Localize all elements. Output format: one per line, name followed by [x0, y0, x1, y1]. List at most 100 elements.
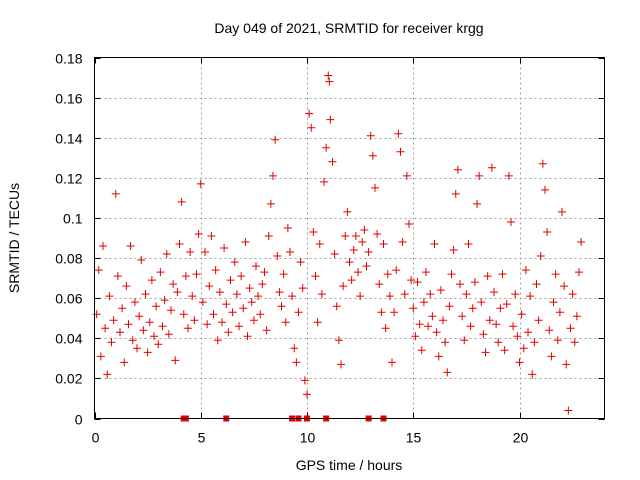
data-point	[464, 240, 473, 249]
y-tick-label: 0.12	[55, 171, 82, 187]
data-point	[477, 298, 486, 307]
data-point	[530, 338, 539, 347]
data-point	[239, 304, 248, 313]
data-point	[245, 284, 254, 293]
data-point	[481, 348, 490, 357]
data-point	[188, 292, 197, 301]
data-point	[460, 336, 469, 345]
data-point	[124, 320, 133, 329]
data-point	[383, 270, 392, 279]
data-point	[177, 197, 186, 206]
data-point	[203, 320, 212, 329]
data-point	[145, 318, 154, 327]
data-point	[413, 278, 422, 287]
data-point	[283, 223, 292, 232]
data-point	[307, 123, 316, 132]
x-tick-label: 10	[300, 430, 316, 446]
data-point	[313, 318, 322, 327]
data-point	[334, 336, 343, 345]
data-point	[379, 240, 388, 249]
data-point	[209, 310, 218, 319]
data-point	[409, 304, 418, 313]
data-point	[339, 282, 348, 291]
y-axis-label: SRMTID / TECUs	[6, 183, 22, 293]
data-point	[171, 356, 180, 365]
data-point	[109, 316, 118, 325]
data-point	[381, 324, 390, 333]
data-point	[572, 312, 581, 321]
data-point	[269, 171, 277, 180]
data-point	[207, 231, 216, 240]
y-tick-label: 0.02	[55, 371, 82, 387]
data-point	[275, 288, 284, 297]
data-point	[226, 276, 235, 285]
data-point	[139, 326, 148, 335]
data-point	[543, 227, 552, 236]
data-point	[407, 276, 416, 285]
data-point	[364, 248, 373, 257]
data-point	[230, 258, 239, 267]
data-point	[113, 272, 122, 281]
data-point	[179, 310, 188, 319]
data-point	[354, 268, 362, 277]
data-point	[411, 332, 420, 341]
y-tick-label: 0.08	[55, 251, 82, 267]
data-point	[309, 227, 318, 236]
data-point	[317, 290, 326, 299]
data-point	[292, 358, 301, 367]
data-point	[181, 272, 190, 281]
data-point	[445, 302, 454, 311]
chart-title: Day 049 of 2021, SRMTID for receiver krg…	[214, 20, 483, 36]
data-point	[322, 143, 331, 152]
data-point	[422, 268, 430, 277]
data-point	[286, 248, 294, 257]
data-point	[118, 304, 127, 313]
data-point	[424, 322, 433, 331]
data-point	[466, 322, 475, 331]
data-point	[479, 330, 488, 339]
data-point	[262, 326, 271, 335]
data-point	[345, 258, 354, 267]
data-point	[385, 292, 394, 301]
data-point	[470, 278, 479, 287]
y-tick-label: 0.18	[55, 51, 82, 67]
data-point	[266, 199, 275, 208]
data-point	[362, 262, 371, 271]
data-point	[566, 324, 575, 333]
data-point	[311, 272, 320, 281]
y-tick-label: 0.06	[55, 291, 82, 307]
data-point	[534, 316, 543, 325]
data-point	[164, 330, 173, 339]
data-point	[169, 280, 178, 289]
data-point	[175, 240, 184, 249]
data-point	[235, 322, 243, 331]
y-tick-label: 0.1	[63, 211, 83, 227]
data-point	[152, 302, 161, 311]
data-point	[330, 250, 339, 259]
data-point	[547, 352, 556, 361]
data-point	[551, 270, 560, 279]
data-point	[173, 288, 182, 297]
data-point	[577, 238, 586, 247]
data-point	[218, 318, 226, 327]
data-point	[509, 322, 518, 331]
data-point	[366, 131, 375, 140]
data-point	[141, 290, 150, 299]
data-point	[160, 296, 169, 305]
data-point	[553, 336, 562, 345]
data-point	[337, 360, 345, 369]
data-point	[451, 189, 460, 198]
data-point	[120, 358, 129, 367]
data-point	[288, 292, 297, 301]
data-point	[453, 165, 462, 174]
data-point	[349, 246, 358, 255]
data-point	[532, 280, 541, 289]
data-point	[560, 282, 569, 291]
data-point	[135, 312, 144, 321]
data-point	[368, 151, 377, 160]
data-point	[205, 282, 214, 291]
data-point	[417, 346, 426, 355]
data-point	[490, 288, 498, 297]
data-point	[94, 266, 103, 275]
